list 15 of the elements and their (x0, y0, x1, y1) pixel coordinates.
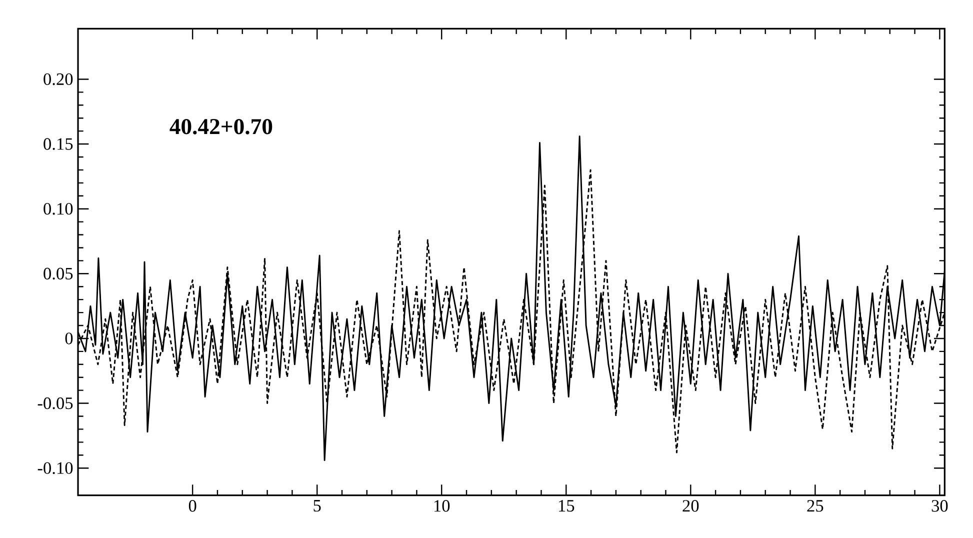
y-tick-label: 0.20 (44, 73, 73, 86)
y-tick-label: 0.15 (44, 138, 73, 150)
x-tick-label: 5 (314, 500, 321, 512)
x-tick-label: 15 (558, 500, 574, 512)
y-tick-label: -0.05 (38, 397, 73, 410)
x-tick-label: 20 (682, 500, 699, 512)
y-tick-label: -0.10 (38, 462, 73, 474)
y-tick-label: 0 (65, 332, 73, 344)
x-tick-label: 10 (434, 500, 450, 512)
x-tick-label: 25 (807, 500, 824, 512)
x-tick-label: 30 (932, 500, 948, 512)
x-tick-label: 0 (188, 500, 196, 512)
y-tick-label: 0.10 (44, 202, 73, 215)
annotation: 40.42+0.70 (170, 118, 272, 134)
y-tick-label: 0.05 (44, 268, 73, 280)
